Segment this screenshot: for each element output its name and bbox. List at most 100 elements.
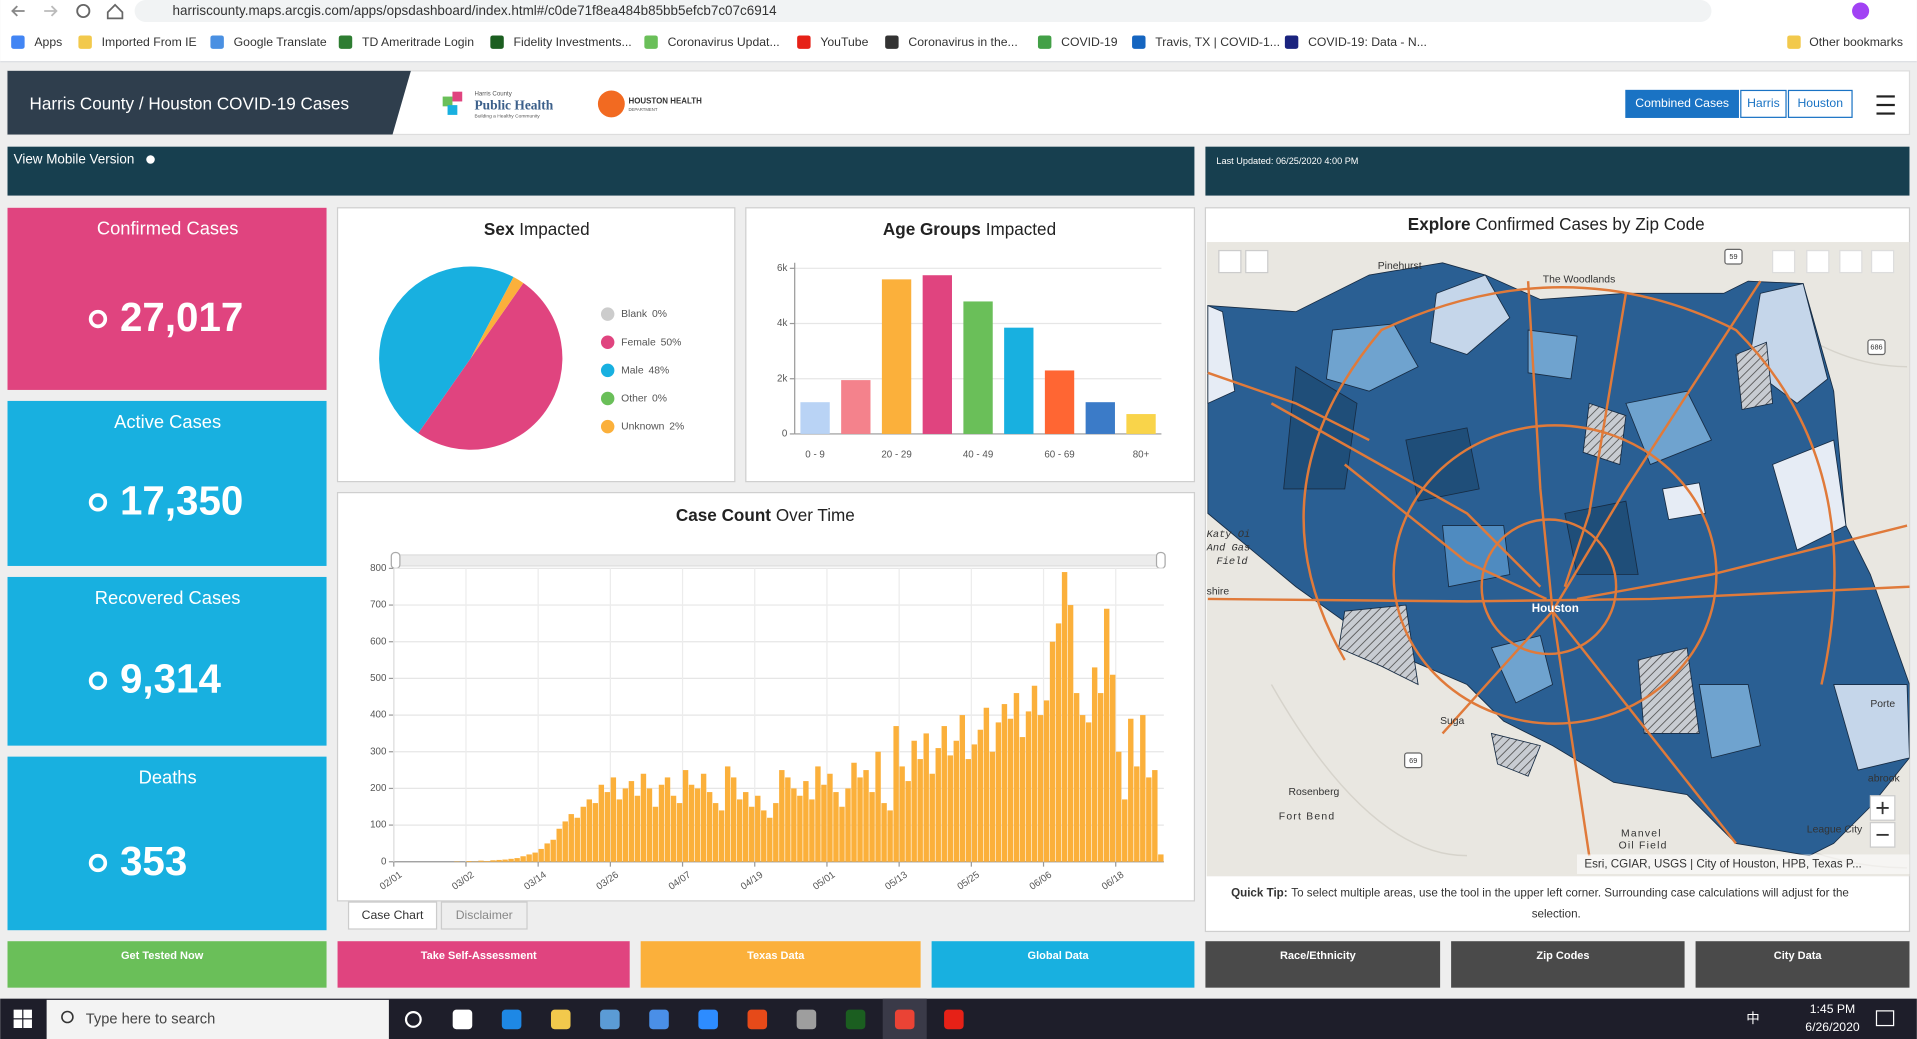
- bookmark[interactable]: COVID-19: Data - N...: [1308, 35, 1427, 49]
- route-shield: [1867, 339, 1886, 356]
- taskbar-app[interactable]: [649, 1009, 669, 1030]
- reload-button[interactable]: [76, 3, 91, 19]
- bookmark[interactable]: TD Ameritrade Login: [362, 35, 474, 49]
- menu-icon[interactable]: [1876, 103, 1895, 107]
- taskbar-app[interactable]: [550, 1009, 571, 1030]
- zip-area: [1662, 482, 1706, 520]
- quick-tip-bold: Quick Tip:: [1231, 887, 1288, 900]
- bookmark[interactable]: Coronavirus Updat...: [668, 35, 780, 49]
- chart-tab-label[interactable]: Case Chart: [362, 908, 424, 922]
- taskbar-app[interactable]: [796, 1009, 817, 1030]
- start-icon[interactable]: [23, 1019, 32, 1028]
- link-button-label[interactable]: Global Data: [1028, 950, 1090, 962]
- link-button-label[interactable]: City Data: [1774, 950, 1823, 962]
- bookmark[interactable]: Apps: [34, 35, 62, 49]
- menu-icon[interactable]: [1876, 112, 1895, 115]
- taskbar-app[interactable]: [452, 1009, 473, 1030]
- bar: [646, 788, 653, 862]
- banner: [1205, 146, 1910, 196]
- link-button-label[interactable]: Texas Data: [747, 950, 805, 962]
- link-button-label[interactable]: Get Tested Now: [121, 950, 204, 962]
- link-button[interactable]: [7, 941, 327, 988]
- route-shield: [1404, 752, 1423, 769]
- start-icon[interactable]: [13, 1009, 23, 1019]
- bookmark[interactable]: Google Translate: [234, 35, 327, 49]
- select-tool[interactable]: [1218, 249, 1242, 274]
- taskbar-app[interactable]: [501, 1009, 522, 1030]
- taskbar-app[interactable]: [698, 1009, 718, 1030]
- slider-handle[interactable]: [390, 551, 401, 570]
- map-tool[interactable]: [1806, 249, 1830, 274]
- other-bookmarks[interactable]: Other bookmarks: [1809, 35, 1903, 49]
- place-label: Houston: [1532, 602, 1579, 615]
- bookmark[interactable]: Imported From IE: [102, 35, 197, 49]
- select-menu[interactable]: [1245, 249, 1269, 274]
- nav-tab-label[interactable]: Combined Cases: [1635, 96, 1729, 110]
- forward-button[interactable]: [44, 5, 58, 17]
- map-tool[interactable]: [1870, 249, 1895, 274]
- bar: [694, 788, 701, 862]
- start-icon[interactable]: [13, 1019, 23, 1028]
- bookmark-icon: [338, 35, 353, 49]
- place-label: And Gas: [1206, 542, 1251, 554]
- chart-tab[interactable]: [347, 901, 438, 930]
- back-button[interactable]: [11, 5, 25, 17]
- link-button-label[interactable]: Take Self-Assessment: [421, 950, 537, 962]
- nav-tab[interactable]: [1625, 89, 1739, 118]
- bar: [664, 777, 671, 862]
- search-box[interactable]: [46, 999, 389, 1039]
- menu-icon[interactable]: [1876, 95, 1895, 98]
- taskbar-app[interactable]: [944, 1009, 964, 1030]
- nav-tab[interactable]: [1787, 89, 1853, 118]
- legend-label: Unknown: [621, 421, 664, 432]
- taskbar-app[interactable]: [747, 1009, 768, 1030]
- profile-avatar: [1852, 2, 1870, 20]
- chart-title-rest: Impacted: [519, 219, 589, 238]
- bookmark[interactable]: YouTube: [820, 35, 868, 49]
- link-button-label[interactable]: Race/Ethnicity: [1280, 950, 1357, 962]
- nav-tab-label[interactable]: Houston: [1798, 96, 1844, 110]
- bookmark[interactable]: Travis, TX | COVID-1...: [1155, 35, 1280, 49]
- link-button[interactable]: [1451, 941, 1685, 988]
- bookmark[interactable]: COVID-19: [1061, 35, 1118, 49]
- link-button[interactable]: [931, 941, 1195, 988]
- start-icon[interactable]: [23, 1009, 32, 1019]
- range-slider[interactable]: [390, 554, 1166, 567]
- bar: [963, 301, 993, 434]
- nav-tab[interactable]: [1740, 89, 1787, 118]
- bar: [1116, 751, 1122, 862]
- bar: [490, 860, 496, 862]
- taskbar-app[interactable]: [404, 1011, 422, 1028]
- slider-handle[interactable]: [1155, 551, 1166, 570]
- map[interactable]: Pinehurst The Woodlands Houston Rosenberg Fo…: [1206, 242, 1910, 877]
- taskbar-app[interactable]: [600, 1009, 620, 1030]
- highway-loop: [1302, 286, 1836, 685]
- y-tick-label: 0: [381, 856, 387, 867]
- link-button[interactable]: [337, 941, 630, 988]
- chart-tab-label[interactable]: Disclaimer: [456, 908, 513, 922]
- link-button[interactable]: [1695, 941, 1910, 988]
- map-tool[interactable]: [1839, 249, 1863, 274]
- bar: [1079, 715, 1086, 862]
- bar: [857, 777, 863, 862]
- mobile-link[interactable]: View Mobile Version: [14, 152, 135, 167]
- nav-tab-label[interactable]: Harris: [1747, 96, 1780, 110]
- taskbar-app[interactable]: [845, 1009, 866, 1030]
- bookmark[interactable]: Coronavirus in the...: [908, 35, 1017, 49]
- map-tool[interactable]: [1771, 249, 1796, 274]
- chart-title-bold: Age Groups: [883, 219, 981, 238]
- bookmark[interactable]: Fidelity Investments...: [514, 35, 632, 49]
- link-button[interactable]: [640, 941, 921, 988]
- link-button[interactable]: [1205, 941, 1441, 988]
- y-tick-label: 700: [370, 600, 387, 611]
- link-button-label[interactable]: Zip Codes: [1536, 950, 1589, 962]
- chart-tab[interactable]: [440, 901, 528, 930]
- notification-icon[interactable]: [1875, 1010, 1895, 1027]
- y-tick-label: 4k: [777, 318, 787, 329]
- address-bar[interactable]: [134, 0, 1712, 23]
- bar: [1097, 693, 1104, 862]
- bar: [917, 759, 923, 862]
- taskbar-app[interactable]: [894, 1009, 915, 1030]
- home-button[interactable]: [106, 3, 124, 20]
